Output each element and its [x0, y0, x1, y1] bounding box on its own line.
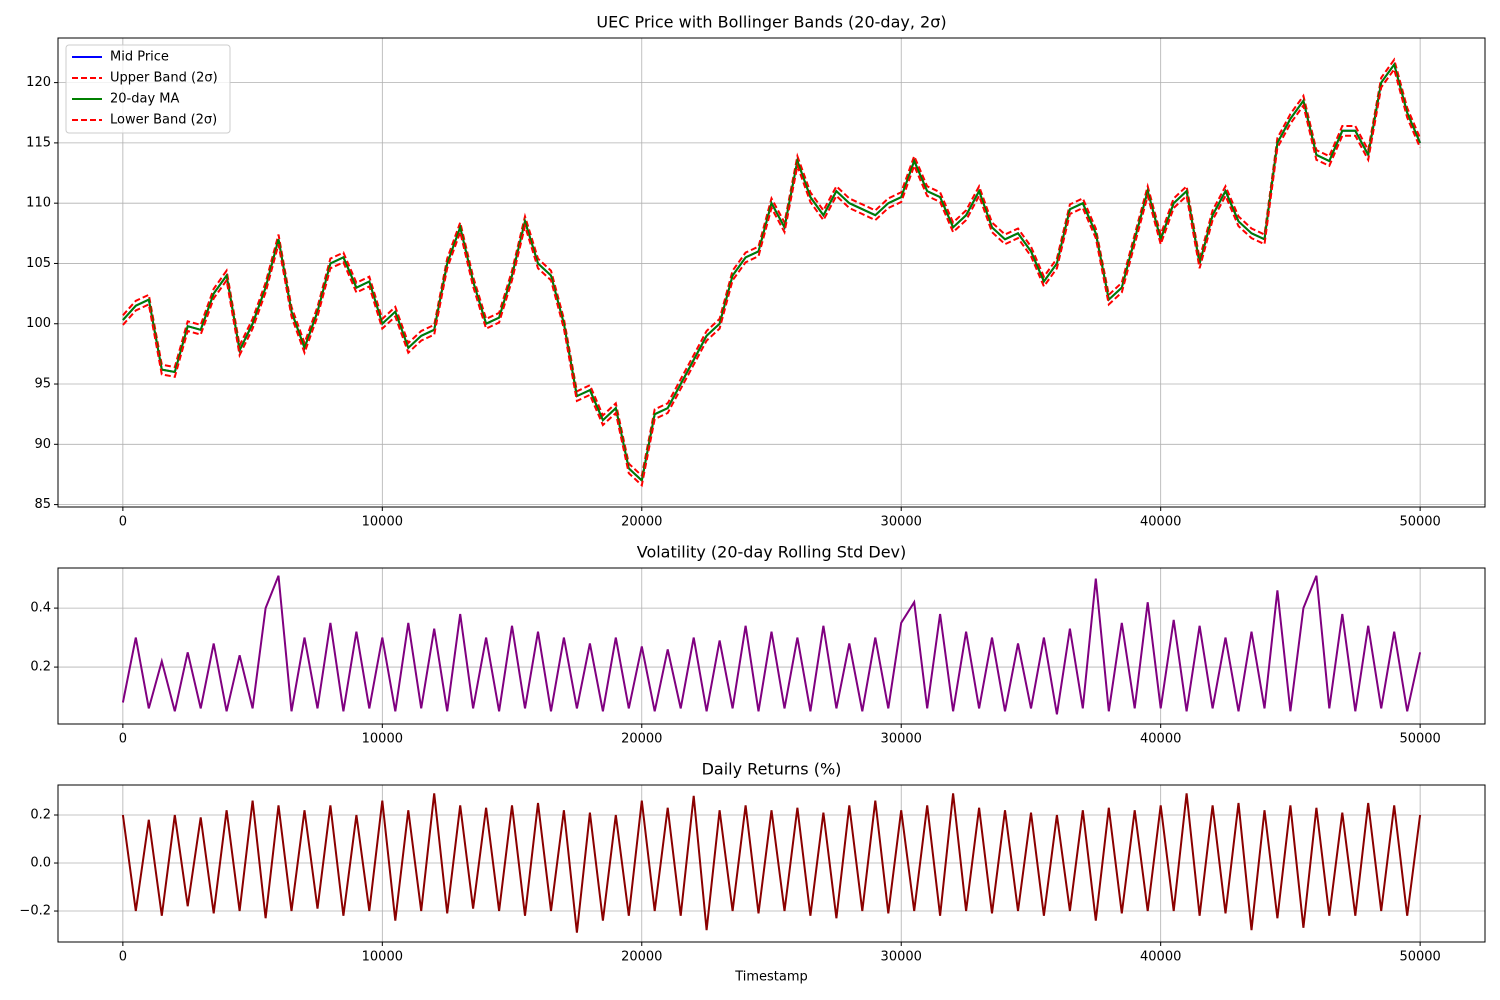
- y-tick-label: 85: [34, 497, 51, 512]
- y-tick-label: 105: [26, 256, 51, 271]
- x-tick-label: 0: [119, 732, 127, 747]
- y-tick-label: 0.0: [30, 856, 51, 871]
- legend-label: Upper Band (2σ): [110, 71, 218, 86]
- x-axis-label: Timestamp: [734, 970, 808, 985]
- data-line: [122, 67, 1422, 488]
- legend-label: Lower Band (2σ): [110, 113, 217, 128]
- y-tick-label: −0.2: [19, 904, 51, 919]
- legend-label: 20-day MA: [110, 92, 179, 107]
- legend-box: [65, 44, 231, 134]
- x-tick-label: 0: [119, 515, 127, 530]
- x-tick-label: 40000: [1140, 732, 1181, 747]
- x-tick-label: 50000: [1399, 515, 1440, 530]
- x-tick-label: 10000: [362, 515, 403, 530]
- data-line: [122, 62, 1422, 483]
- x-tick-label: 30000: [881, 732, 922, 747]
- y-tick-label: 95: [34, 377, 51, 392]
- legend-label: Mid Price: [110, 50, 169, 65]
- x-tick-label: 50000: [1399, 732, 1440, 747]
- y-tick-label: 120: [26, 75, 51, 90]
- y-tick-label: 0.2: [30, 808, 51, 823]
- axes-frame: [57, 37, 1486, 508]
- axes-frame: [57, 567, 1486, 725]
- data-line: [122, 62, 1422, 483]
- data-line: [122, 57, 1422, 478]
- y-tick-label: 110: [26, 196, 51, 211]
- x-tick-label: 0: [119, 950, 127, 965]
- x-tick-label: 20000: [621, 732, 662, 747]
- x-tick-label: 10000: [362, 732, 403, 747]
- x-tick-label: 20000: [621, 515, 662, 530]
- y-tick-label: 100: [26, 316, 51, 331]
- axes-frame: [57, 784, 1486, 943]
- chart-title: Volatility (20-day Rolling Std Dev): [637, 543, 907, 562]
- y-tick-label: 90: [34, 437, 51, 452]
- x-tick-label: 50000: [1399, 950, 1440, 965]
- x-tick-label: 10000: [362, 950, 403, 965]
- y-tick-label: 0.4: [30, 601, 51, 616]
- x-tick-label: 40000: [1140, 515, 1181, 530]
- x-tick-label: 40000: [1140, 950, 1181, 965]
- y-tick-label: 115: [26, 135, 51, 150]
- x-tick-label: 30000: [881, 515, 922, 530]
- chart-title: Daily Returns (%): [702, 760, 842, 779]
- data-line: [121, 575, 1422, 715]
- x-tick-label: 30000: [881, 950, 922, 965]
- data-line: [121, 793, 1422, 933]
- y-tick-label: 0.2: [30, 660, 51, 675]
- chart-title: UEC Price with Bollinger Bands (20-day, …: [596, 13, 946, 32]
- x-tick-label: 20000: [621, 950, 662, 965]
